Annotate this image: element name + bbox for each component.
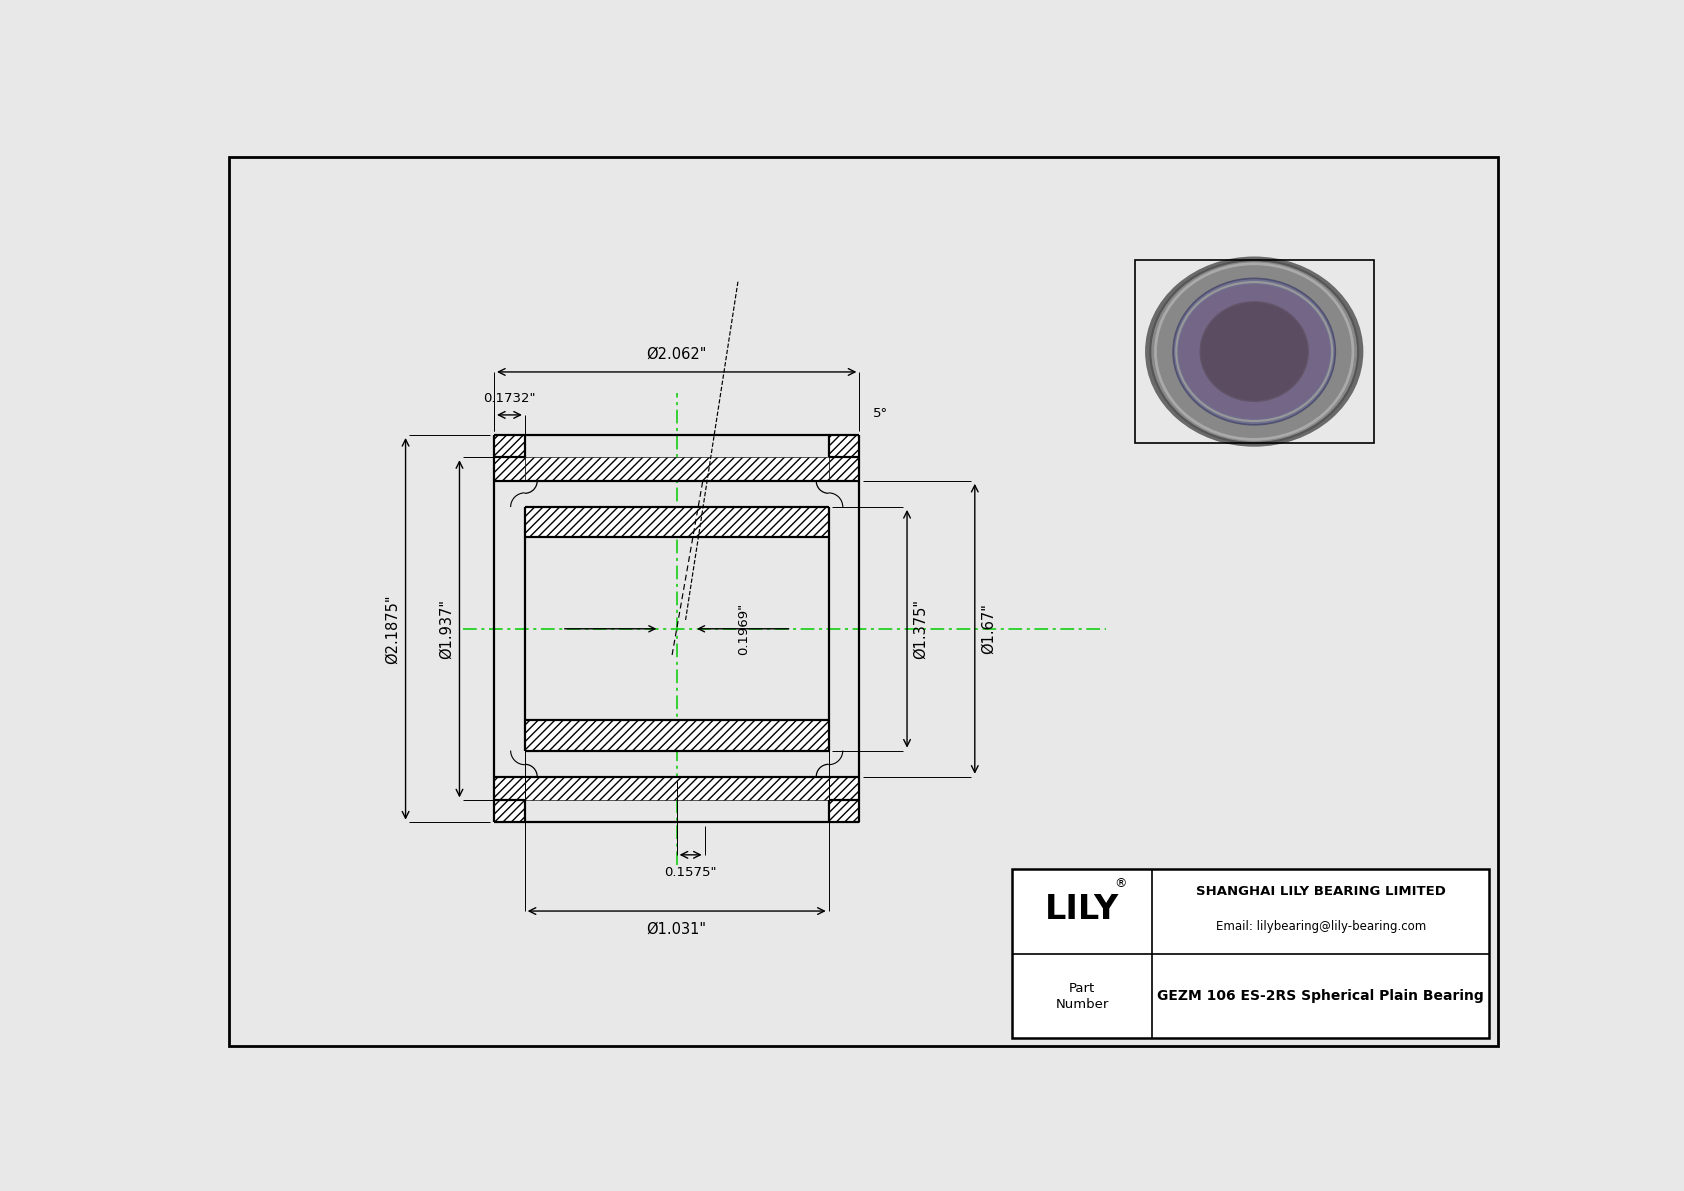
- Ellipse shape: [1174, 279, 1335, 425]
- Polygon shape: [829, 777, 859, 823]
- Text: Ø2.062": Ø2.062": [647, 347, 707, 362]
- Text: Ø1.67": Ø1.67": [982, 604, 997, 654]
- Bar: [1012, 869, 1489, 1039]
- Ellipse shape: [1179, 285, 1330, 419]
- Text: LILY: LILY: [1046, 893, 1120, 927]
- Text: Part
Number: Part Number: [1056, 981, 1108, 1011]
- Ellipse shape: [1145, 256, 1364, 447]
- Text: 0.1732": 0.1732": [483, 392, 536, 405]
- Polygon shape: [493, 435, 525, 481]
- Polygon shape: [525, 457, 829, 481]
- Text: Ø1.937": Ø1.937": [440, 599, 455, 659]
- Ellipse shape: [1201, 301, 1308, 401]
- Polygon shape: [829, 435, 859, 481]
- Polygon shape: [525, 777, 829, 800]
- Text: GEZM 106 ES-2RS Spherical Plain Bearing: GEZM 106 ES-2RS Spherical Plain Bearing: [1157, 989, 1484, 1003]
- Ellipse shape: [1150, 260, 1359, 443]
- Text: 5°: 5°: [874, 407, 887, 420]
- Text: Ø1.031": Ø1.031": [647, 922, 707, 937]
- Polygon shape: [525, 507, 829, 537]
- Text: Ø1.375": Ø1.375": [913, 599, 928, 659]
- Text: Ø2.1875": Ø2.1875": [386, 594, 401, 663]
- Text: 0.1575": 0.1575": [665, 866, 717, 879]
- Text: ®: ®: [1115, 877, 1127, 890]
- Polygon shape: [525, 721, 829, 750]
- Text: Email: lilybearing@lily-bearing.com: Email: lilybearing@lily-bearing.com: [1216, 921, 1426, 933]
- Text: SHANGHAI LILY BEARING LIMITED: SHANGHAI LILY BEARING LIMITED: [1196, 885, 1445, 898]
- Text: 0.1969": 0.1969": [738, 603, 749, 655]
- Polygon shape: [493, 777, 525, 823]
